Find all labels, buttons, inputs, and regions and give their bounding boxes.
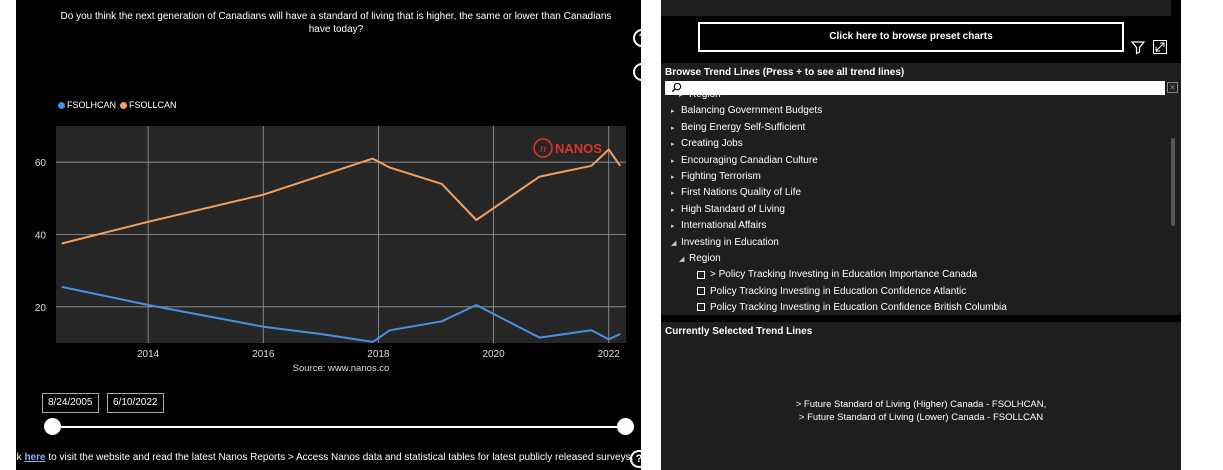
selected-line-1: > Future Standard of Living (Higher) Can… [795,399,1047,410]
tree-scrollbar[interactable] [1171,138,1175,226]
tree-item-label: Policy Tracking Investing in Education C… [710,302,1007,313]
tree-item[interactable]: ▸ Region [661,95,1169,103]
x-tick-label: 2020 [482,349,505,360]
tree-item-label: Region [689,95,721,100]
legend-item-fsolhcan[interactable]: FSOLHCAN [58,100,116,110]
y-tick-label: 40 [35,231,47,242]
tree-item[interactable]: ▸ First Nations Quality of Life [661,185,1169,201]
tree-item-label: Creating Jobs [681,138,743,150]
expand-icon[interactable] [1152,39,1168,55]
series-line-fsolhcan [61,285,621,343]
slider-end-handle[interactable] [617,418,634,435]
tree-item-label: Fighting Terrorism [681,170,761,182]
footer-suffix: to visit the website and read the latest… [45,452,634,463]
tree-list: ▸ Region ▸ Balancing Government Budgets ▸ Bei… [661,95,1169,313]
tree-item[interactable]: Policy Tracking Investing in Education C… [661,284,1169,300]
tree-item-label: International Affairs [681,220,767,232]
selected-line-2: > Future Standard of Living (Lower) Cana… [798,412,1044,423]
search-icon [671,82,682,93]
tree-checkbox[interactable] [697,303,705,312]
selected-trend-lines-panel: Currently Selected Trend Lines > Future … [661,322,1181,470]
tree-item-label: Balancing Government Budgets [681,105,823,117]
tree-item-label: Being Energy Self-Sufficient [681,121,806,133]
caret-right-icon[interactable]: ▸ [671,190,675,198]
tree-item-label: High Standard of Living [681,203,785,215]
chart-legend: FSOLHCAN FSOLLCAN [58,100,177,110]
footer-text: Click here to visit the website and read… [0,452,633,463]
x-tick-label: 2022 [598,349,621,360]
tree-item-label: Policy Tracking Investing in Education C… [710,285,967,297]
tree-item-label: Encouraging Canadian Culture [681,154,818,166]
tree-item[interactable]: ▸ Balancing Government Budgets [661,103,1169,119]
tree-item[interactable]: ▸ Encouraging Canadian Culture [661,153,1169,169]
tree-item[interactable]: ▸ High Standard of Living [661,202,1169,218]
tree-item[interactable]: ▸ Fighting Terrorism [661,169,1169,185]
legend-dot [58,102,65,110]
start-date-field[interactable]: 8/24/2005 [42,393,99,413]
caret-right-icon[interactable]: ▸ [671,124,675,132]
caret-right-icon[interactable]: ▸ [671,223,675,231]
legend-dot [120,102,128,110]
tree-checkbox[interactable] [697,270,705,279]
caret-right-icon[interactable]: ▸ [671,141,675,149]
date-range-slider[interactable] [52,426,628,428]
search-clear-icon[interactable]: ✕ [1167,82,1178,93]
selected-title: Currently Selected Trend Lines [665,326,813,337]
info-icon[interactable]: i [633,63,651,81]
tree-item[interactable]: Policy Tracking Investing in Education C… [661,300,1169,313]
survey-question: Do you think the next generation of Cana… [60,11,612,35]
tree-item[interactable]: ◢ Region [661,251,1169,267]
tree-item[interactable]: ◢ Investing in Education [661,235,1169,251]
legend-label: FSOLHCAN [67,100,117,110]
tree-item-label: > Policy Tracking Investing in Education… [710,269,978,281]
tree-title: Browse Trend Lines (Press + to see all t… [665,67,905,78]
caret-right-icon[interactable]: ▸ [671,206,675,214]
tree-item-label: First Nations Quality of Life [681,187,802,199]
nanos-logo-mark [533,138,553,158]
caret-right-icon[interactable]: ▸ [679,95,683,99]
chart-panel: Do you think the next generation of Cana… [16,0,651,470]
help-icon[interactable]: ? [633,29,651,47]
line-chart: 2014 2016 2018 2020 2022 20 40 60 n NANOS Source: … [35,126,626,374]
footer-prefix: Click [0,452,25,463]
footer-help-icon[interactable]: ? [630,450,648,468]
tree-item-label: Investing in Education [681,236,779,248]
end-date-field[interactable]: 6/10/2022 [107,393,164,413]
series-line-fsollcan [61,148,622,245]
tree-item[interactable]: ▸ International Affairs [661,218,1169,234]
slider-start-handle[interactable] [44,418,61,435]
chart-source: Source: www.nanos.co [293,363,390,374]
nanos-watermark: NANOS [555,141,602,156]
browse-panel: Click here to browse preset charts Brows… [661,0,1181,470]
caret-right-icon[interactable]: ▸ [671,173,675,181]
legend-label: FSOLLCAN [129,100,177,110]
caret-down-icon[interactable]: ◢ [679,255,685,263]
y-tick-label: 60 [35,158,47,169]
legend-item-fsollcan[interactable]: FSOLLCAN [120,100,177,110]
browse-preset-charts-button[interactable]: Click here to browse preset charts [698,22,1124,52]
caret-right-icon[interactable]: ▸ [671,157,675,165]
tree-item[interactable]: ▸ Being Energy Self-Sufficient [661,120,1169,136]
trend-line-tree: Browse Trend Lines (Press + to see all t… [661,63,1181,315]
caret-down-icon[interactable]: ◢ [671,239,677,247]
y-tick-label: 20 [35,303,47,314]
tree-item[interactable]: > Policy Tracking Investing in Education… [661,267,1169,283]
tree-checkbox[interactable] [697,287,705,296]
nanos-logo-glyph: n [540,141,546,155]
tree-search-input[interactable] [665,81,1165,95]
caret-right-icon[interactable]: ▸ [671,108,675,116]
x-tick-label: 2014 [137,349,160,360]
website-link[interactable]: here [24,452,46,463]
tree-item[interactable]: ▸ Creating Jobs [661,136,1169,152]
tree-item-label: Region [689,252,721,264]
filter-icon[interactable] [1130,39,1146,55]
top-strip [661,0,1171,16]
x-tick-label: 2018 [367,349,390,360]
x-tick-label: 2016 [252,349,275,360]
selected-trend-lines-text: > Future Standard of Living (Higher) Can… [661,398,1181,424]
